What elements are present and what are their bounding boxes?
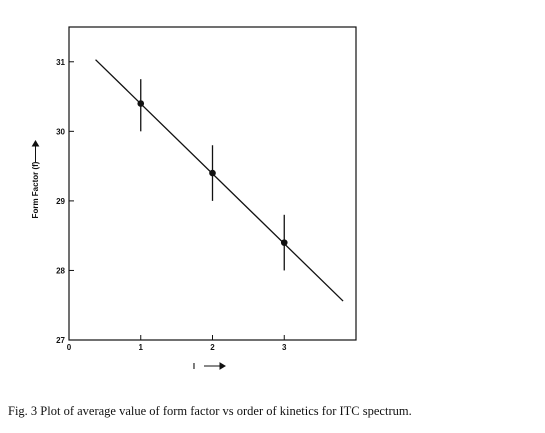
x-tick-label: 3 <box>282 343 287 352</box>
chart: 0 1 2 3 27 28 29 30 31 Form Factor (f) l <box>31 26 357 371</box>
y-tick-label: 27 <box>56 336 65 345</box>
x-tick-label: 2 <box>210 343 215 352</box>
x-axis-ticks: 0 1 2 3 <box>67 335 287 352</box>
x-axis-label: l <box>193 362 195 371</box>
fit-line <box>95 59 344 302</box>
data-point <box>280 239 288 246</box>
y-tick-label: 29 <box>56 197 65 206</box>
data-points <box>137 79 288 271</box>
y-axis-arrow-icon <box>31 140 40 162</box>
y-axis-ticks: 27 28 29 30 31 <box>56 58 74 345</box>
data-point <box>209 169 216 177</box>
x-tick-label: 1 <box>139 343 144 352</box>
y-axis-label: Form Factor (f) <box>31 161 40 218</box>
x-tick-label: 0 <box>67 343 72 352</box>
y-tick-label: 28 <box>56 266 65 275</box>
y-tick-label: 31 <box>56 58 65 67</box>
y-tick-label: 30 <box>56 127 65 136</box>
x-axis-arrow-icon <box>204 362 226 370</box>
data-point <box>137 100 145 107</box>
figure-caption: Fig. 3 Plot of average value of form fac… <box>8 404 412 418</box>
